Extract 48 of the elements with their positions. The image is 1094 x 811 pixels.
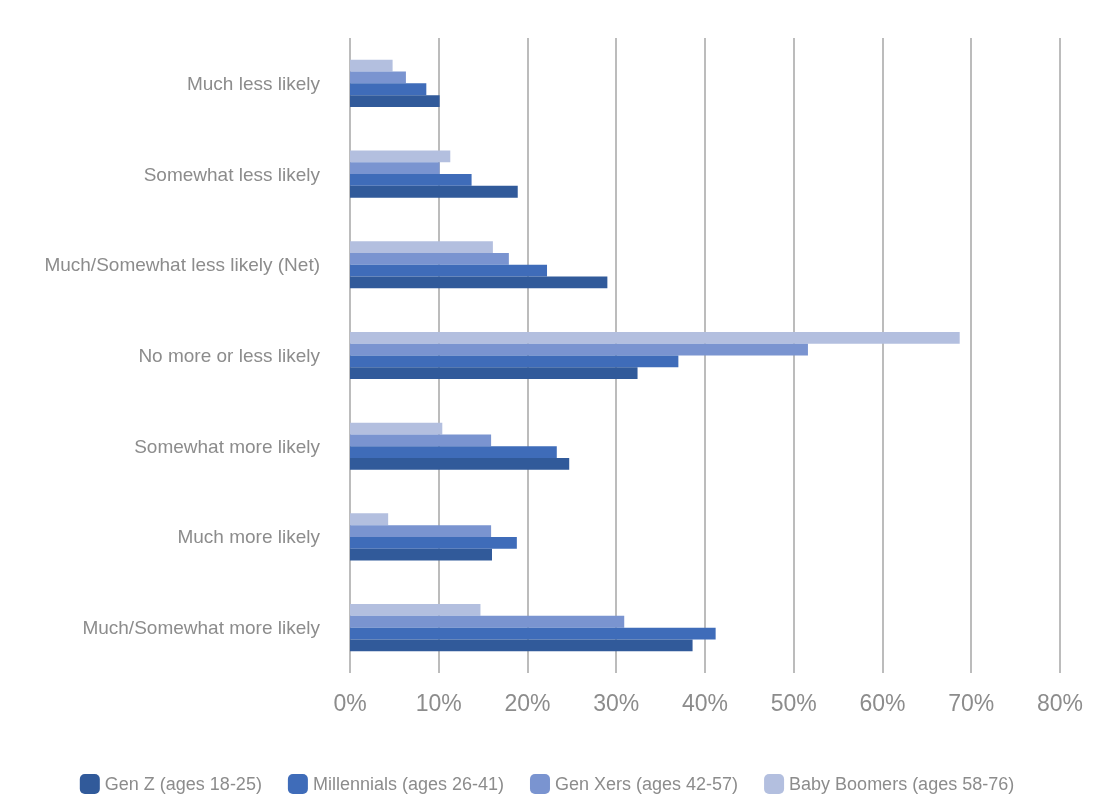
- y-tick-label: Much/Somewhat less likely (Net): [44, 254, 320, 276]
- y-tick-label: Much less likely: [186, 72, 321, 94]
- x-tick-label: 0%: [333, 689, 367, 716]
- bar: [350, 343, 808, 356]
- bar: [350, 264, 548, 277]
- bar: [350, 604, 481, 616]
- bar: [350, 331, 960, 344]
- bar: [350, 241, 493, 253]
- bar: [350, 627, 716, 640]
- bar: [350, 434, 492, 447]
- y-tick-label: Somewhat less likely: [143, 163, 321, 185]
- x-tick-label: 80%: [1036, 689, 1084, 716]
- legend-label: Gen Xers (ages 42-57): [554, 774, 739, 794]
- bar: [350, 185, 518, 198]
- y-tick-label: Much/Somewhat more likely: [82, 617, 321, 639]
- legend-label: Baby Boomers (ages 58-76): [789, 774, 1015, 794]
- bar: [350, 513, 389, 526]
- legend-label: Millennials (ages 26-41): [312, 774, 504, 794]
- bar: [350, 422, 443, 435]
- x-tick-label: 40%: [681, 689, 729, 716]
- y-tick-label: Somewhat more likely: [134, 435, 321, 457]
- bar: [350, 615, 625, 628]
- bar: [350, 355, 679, 368]
- x-tick-label: 30%: [593, 689, 640, 716]
- legend-label: Gen Z (ages 18-25): [104, 774, 262, 794]
- bar: [350, 83, 427, 96]
- bar: [350, 252, 509, 265]
- bar: [350, 446, 557, 459]
- bar: [350, 71, 406, 84]
- x-tick-label: 60%: [859, 689, 906, 716]
- bar: [350, 150, 451, 163]
- bar: [350, 162, 440, 175]
- bar: [350, 458, 570, 470]
- y-tick-label: No more or less likely: [138, 345, 321, 366]
- bar: [350, 536, 517, 549]
- bar: [350, 548, 492, 561]
- bar: [350, 367, 638, 380]
- bar: [350, 276, 608, 289]
- bar: [350, 95, 440, 107]
- x-tick-label: 70%: [948, 689, 995, 716]
- bar: [350, 59, 393, 72]
- bar: [350, 639, 693, 652]
- bar: [350, 525, 492, 537]
- x-tick-label: 50%: [770, 689, 817, 716]
- bar: [350, 174, 472, 186]
- x-tick-label: 20%: [504, 689, 551, 716]
- y-tick-label: Much more likely: [177, 526, 321, 548]
- x-tick-label: 10%: [415, 689, 462, 716]
